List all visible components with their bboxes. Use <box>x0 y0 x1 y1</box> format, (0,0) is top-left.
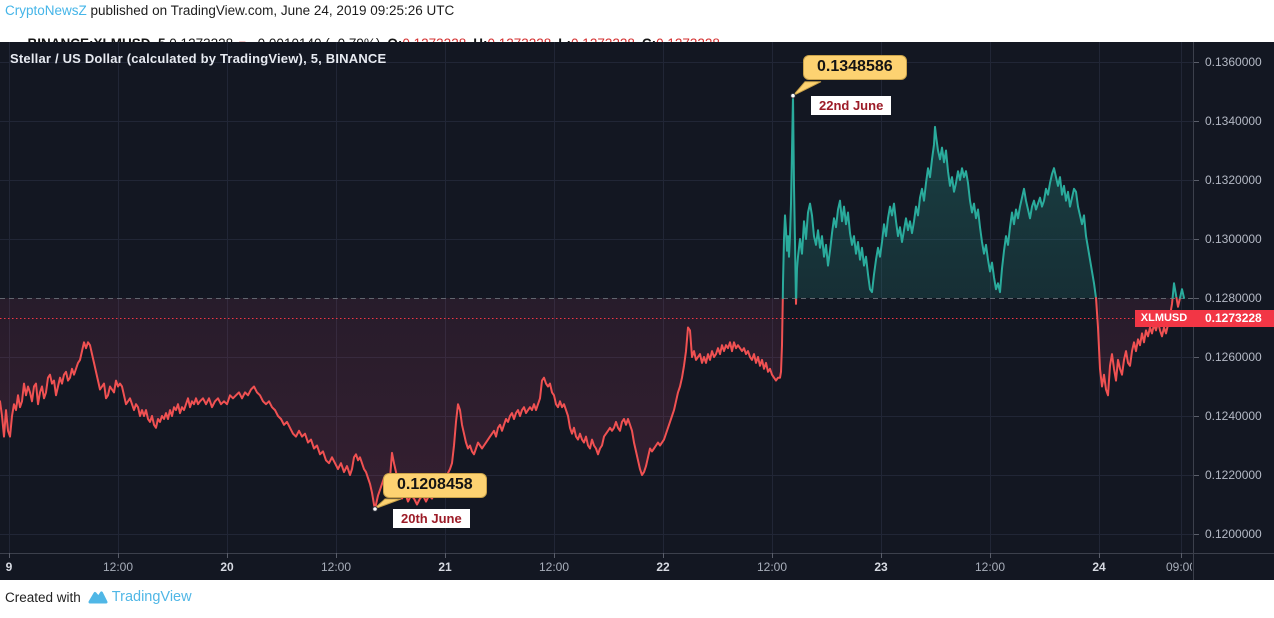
price-axis-tick <box>1194 180 1199 181</box>
created-with-text: Created with <box>5 589 81 605</box>
time-axis-label: 09:00 <box>1165 560 1192 574</box>
time-axis-tick <box>227 553 228 558</box>
chart-container: Stellar / US Dollar (calculated by Tradi… <box>0 42 1274 580</box>
price-axis-tick <box>1194 416 1199 417</box>
price-axis-label: 0.1340000 <box>1205 114 1262 128</box>
area-fill-above <box>0 95 1184 298</box>
price-chart-plot[interactable] <box>0 42 1193 553</box>
current-price-axis-badge: 0.1273228 <box>1193 310 1274 327</box>
price-axis-label: 0.1280000 <box>1205 291 1262 305</box>
price-axis-tick <box>1194 534 1199 535</box>
source-name: CryptoNewsZ <box>5 3 87 18</box>
time-axis-tick <box>554 553 555 558</box>
price-axis-label: 0.1220000 <box>1205 468 1262 482</box>
time-axis-label: 9 <box>5 560 13 574</box>
time-axis-label: 12:00 <box>102 560 134 574</box>
time-axis-tick <box>1099 553 1100 558</box>
time-axis-tick <box>772 553 773 558</box>
time-axis-label: 20 <box>220 560 234 574</box>
publish-text: published on TradingView.com, June 24, 2… <box>86 3 455 18</box>
high-callout-tail <box>792 81 822 97</box>
time-axis-tick <box>1181 553 1182 558</box>
tradingview-logo-icon <box>88 591 108 604</box>
time-axis-tick <box>663 553 664 558</box>
price-axis-tick <box>1194 62 1199 63</box>
price-line-segment <box>1179 288 1185 299</box>
price-axis-label: 0.1360000 <box>1205 55 1262 69</box>
time-axis-label: 24 <box>1092 560 1106 574</box>
time-axis-tick <box>445 553 446 558</box>
high-date-label: 22nd June <box>811 96 892 115</box>
time-axis-tick <box>881 553 882 558</box>
time-axis-tick <box>118 553 119 558</box>
price-axis-label: 0.1300000 <box>1205 232 1262 246</box>
price-line-segment <box>1095 297 1174 397</box>
low-date-label: 20th June <box>393 509 470 528</box>
time-axis-label: 12:00 <box>320 560 352 574</box>
price-axis-label: 0.1260000 <box>1205 350 1262 364</box>
publish-line: CryptoNewsZ published on TradingView.com… <box>5 3 454 18</box>
time-axis-label: 12:00 <box>974 560 1006 574</box>
time-axis-labels: 9 12:00 20 12:00 21 12:00 22 12:00 23 12:00 24 09:0… <box>0 554 1192 580</box>
time-axis-label: 21 <box>438 560 452 574</box>
price-axis-tick <box>1194 475 1199 476</box>
time-axis-label: 12:00 <box>538 560 570 574</box>
price-axis-label: 0.1320000 <box>1205 173 1262 187</box>
price-axis-tick <box>1194 357 1199 358</box>
tradingview-link[interactable]: TradingView <box>111 589 192 605</box>
price-axis-tick <box>1194 121 1199 122</box>
price-line-segment <box>1175 297 1181 308</box>
low-callout-tail <box>373 498 402 510</box>
high-price-callout: 0.1348586 <box>803 55 907 80</box>
time-axis-label: 12:00 <box>756 560 788 574</box>
chart-legend-title: Stellar / US Dollar (calculated by Tradi… <box>10 51 387 66</box>
price-axis[interactable]: 0.1360000 0.1340000 0.1320000 0.1300000 0.12… <box>1193 42 1274 580</box>
price-line-segment <box>795 125 1097 299</box>
price-line-segment <box>781 94 797 299</box>
price-axis-label: 0.1240000 <box>1205 409 1262 423</box>
price-axis-label: 0.1200000 <box>1205 527 1262 541</box>
symbol-price-badge: XLMUSD <box>1135 310 1193 327</box>
time-axis-tick <box>9 553 10 558</box>
footer: Created with TradingView <box>0 580 1274 618</box>
low-price-callout: 0.1208458 <box>383 473 487 498</box>
footer-attribution: Created with TradingView <box>5 589 192 605</box>
price-line-segment <box>1171 282 1178 299</box>
price-axis-tick <box>1194 298 1199 299</box>
high-anchor-dot <box>790 92 796 99</box>
time-axis[interactable]: 9 12:00 20 12:00 21 12:00 22 12:00 23 12:00 24 09:0… <box>0 553 1274 580</box>
time-axis-tick <box>990 553 991 558</box>
header: CryptoNewsZ published on TradingView.com… <box>0 0 1274 51</box>
area-fill-below <box>0 298 1184 509</box>
price-axis-tick <box>1194 239 1199 240</box>
time-axis-tick <box>336 553 337 558</box>
time-axis-label: 22 <box>656 560 670 574</box>
low-anchor-dot <box>372 506 378 512</box>
time-axis-label: 23 <box>874 560 888 574</box>
